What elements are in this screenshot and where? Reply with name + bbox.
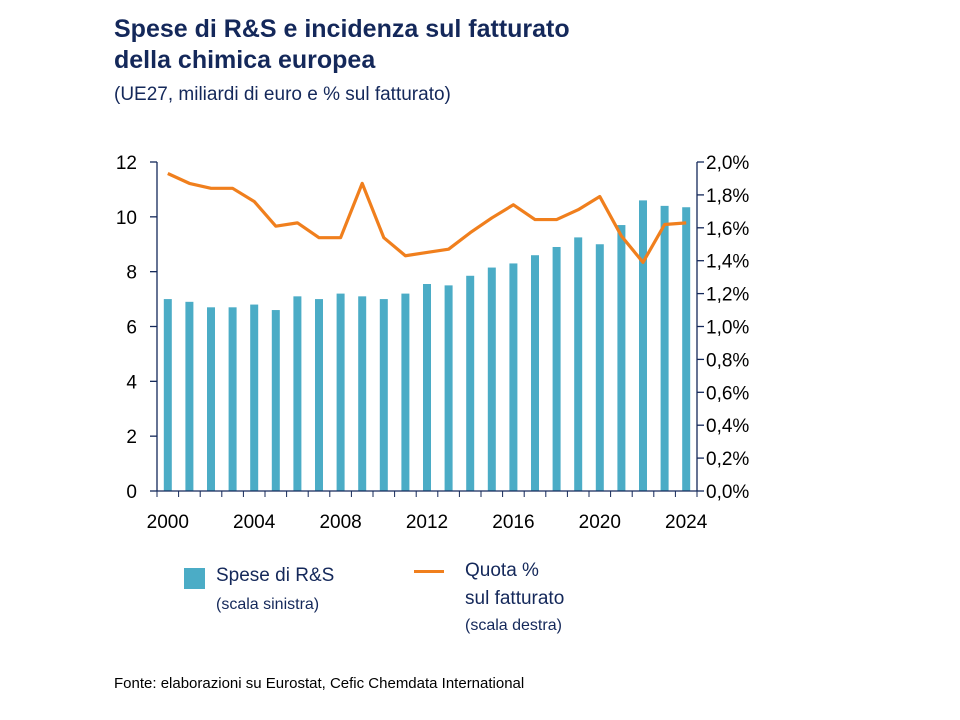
legend-line-note: (scala destra) bbox=[465, 617, 562, 634]
left-tick-label: 6 bbox=[126, 318, 137, 339]
left-tick-label: 2 bbox=[126, 427, 137, 448]
share-line bbox=[167, 172, 687, 264]
bar-2006 bbox=[293, 296, 302, 491]
title-line-1: Spese di R&S e incidenza sul fatturato bbox=[114, 15, 570, 43]
bar-2004 bbox=[250, 304, 259, 491]
bar-2016 bbox=[509, 263, 518, 491]
bar-2001 bbox=[185, 301, 194, 491]
x-tick-label: 2016 bbox=[492, 512, 534, 533]
bar-2023 bbox=[660, 205, 669, 491]
source-note: Fonte: elaborazioni su Eurostat, Cefic C… bbox=[114, 675, 525, 692]
legend-line-label-2: sul fatturato bbox=[465, 588, 565, 609]
legend-bar-note: (scala sinistra) bbox=[216, 596, 320, 613]
right-tick-label: 2,0% bbox=[706, 153, 749, 174]
right-tick-label: 0,4% bbox=[706, 416, 749, 437]
left-tick-label: 0 bbox=[126, 482, 137, 503]
left-tick-label: 10 bbox=[116, 208, 137, 229]
bar-2009 bbox=[358, 296, 367, 491]
right-tick-label: 0,6% bbox=[706, 383, 749, 404]
bar-2000 bbox=[163, 299, 172, 491]
right-tick-label: 0,8% bbox=[706, 350, 749, 371]
x-tick-label: 2020 bbox=[579, 512, 621, 533]
bar-2007 bbox=[315, 299, 323, 491]
bar-2003 bbox=[228, 307, 237, 491]
right-tick-label: 1,8% bbox=[706, 186, 749, 207]
right-tick-label: 0,2% bbox=[706, 449, 749, 470]
right-tick-label: 1,2% bbox=[706, 285, 749, 306]
bar-2021 bbox=[617, 225, 626, 491]
bar-2011 bbox=[401, 293, 410, 491]
left-tick-label: 4 bbox=[126, 372, 137, 393]
bar-2014 bbox=[466, 275, 475, 491]
legend-line: Quota % sul fatturato (scala destra) bbox=[414, 560, 564, 636]
bar-2002 bbox=[207, 307, 215, 491]
x-tick-label: 2008 bbox=[319, 512, 361, 533]
bar-2020 bbox=[595, 244, 604, 491]
legend-bar-swatch bbox=[184, 568, 205, 589]
bar-2015 bbox=[487, 267, 496, 491]
right-tick-label: 1,4% bbox=[706, 252, 749, 273]
right-tick-label: 1,0% bbox=[706, 318, 749, 339]
legend-line-label-1: Quota % bbox=[465, 560, 539, 581]
right-tick-label: 0,0% bbox=[706, 482, 749, 503]
right-tick-label: 1,6% bbox=[706, 219, 749, 240]
bar-2010 bbox=[379, 299, 388, 491]
bar-2013 bbox=[444, 285, 453, 491]
bar-2012 bbox=[423, 284, 431, 491]
legend-bar-label: Spese di R&S bbox=[216, 565, 335, 586]
x-tick-label: 2004 bbox=[233, 512, 276, 533]
x-tick-label: 2024 bbox=[665, 512, 708, 533]
bar-2024 bbox=[682, 207, 691, 492]
bar-2017 bbox=[531, 255, 539, 491]
bar-2005 bbox=[271, 310, 280, 491]
x-tick-label: 2000 bbox=[147, 512, 189, 533]
left-tick-label: 12 bbox=[116, 153, 137, 174]
x-tick-label: 2012 bbox=[406, 512, 448, 533]
left-tick-label: 8 bbox=[126, 263, 137, 284]
bar-2008 bbox=[336, 293, 345, 491]
bar-2018 bbox=[552, 246, 561, 491]
legend-line-swatch bbox=[414, 570, 444, 573]
bar-2022 bbox=[639, 200, 647, 491]
bar-2019 bbox=[574, 237, 583, 491]
chart-subtitle: (UE27, miliardi di euro e % sul fatturat… bbox=[114, 84, 451, 105]
chart-title: Spese di R&S e incidenza sul fatturato d… bbox=[114, 14, 570, 76]
title-line-2: della chimica europea bbox=[114, 46, 376, 74]
legend-bars: Spese di R&S (scala sinistra) bbox=[184, 565, 334, 615]
